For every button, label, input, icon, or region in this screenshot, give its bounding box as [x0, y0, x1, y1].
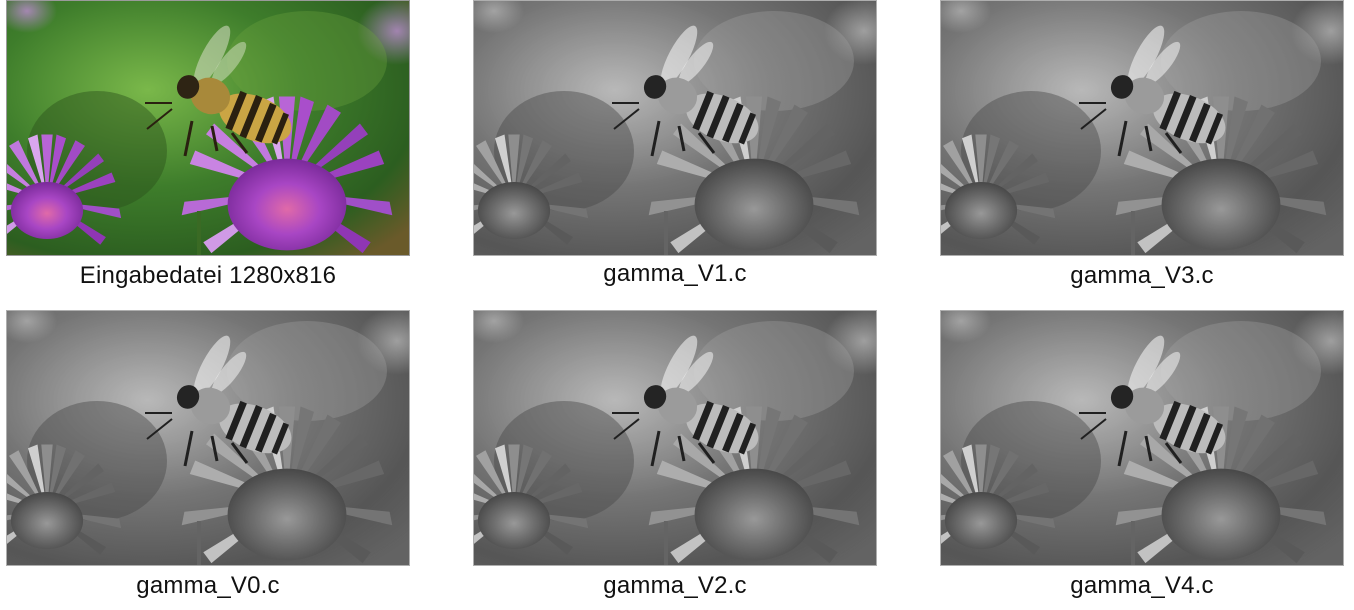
- figure-caption: Eingabedatei 1280x816: [79, 262, 337, 289]
- bee-flower-image: [7, 311, 409, 565]
- bee-photo-grayscale: [940, 0, 1344, 256]
- figure-caption: gamma_V2.c: [603, 572, 747, 599]
- figure-gamma-v1: gamma_V1.c: [473, 0, 877, 288]
- bee-flower-image: [474, 1, 876, 255]
- bee-photo-grayscale: [940, 310, 1344, 566]
- bee-photo-color: [6, 0, 410, 256]
- figure-caption: gamma_V1.c: [603, 260, 747, 287]
- bee-flower-image: [941, 1, 1343, 255]
- bee-flower-image: [941, 311, 1343, 565]
- bee-flower-image: [7, 1, 409, 255]
- bee-photo-grayscale: [473, 0, 877, 256]
- bee-photo-grayscale: [473, 310, 877, 566]
- figure-caption: gamma_V4.c: [1070, 572, 1214, 599]
- figure-original: Eingabedatei 1280x816: [6, 0, 410, 290]
- bee-photo-grayscale: [6, 310, 410, 566]
- figure-gamma-v3: gamma_V3.c: [940, 0, 1344, 290]
- figure-caption: gamma_V3.c: [1070, 262, 1214, 289]
- figure-gamma-v4: gamma_V4.c: [940, 310, 1344, 600]
- figure-gamma-v2: gamma_V2.c: [473, 310, 877, 600]
- bee-flower-image: [474, 311, 876, 565]
- figure-caption: gamma_V0.c: [136, 572, 280, 599]
- figure-gamma-v0: gamma_V0.c: [6, 310, 410, 600]
